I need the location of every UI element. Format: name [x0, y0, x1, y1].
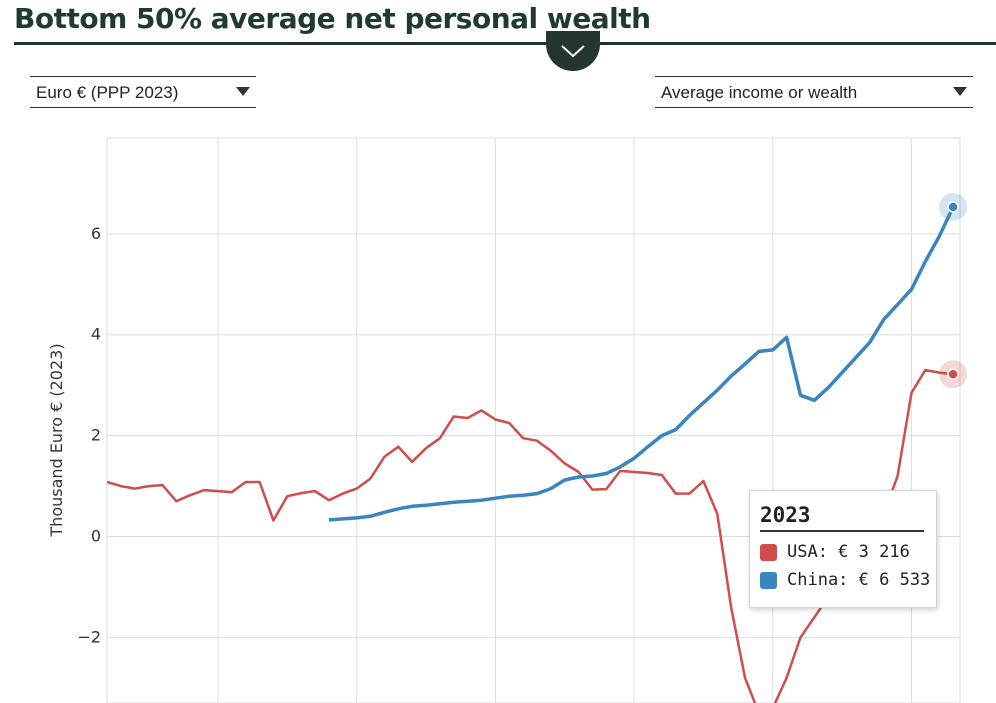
tooltip-year: 2023	[760, 503, 811, 527]
title-divider	[14, 42, 996, 45]
y-tick-label: −2	[77, 627, 101, 646]
y-tick-label: 2	[91, 426, 101, 445]
y-tick-label: 4	[91, 325, 101, 344]
chevron-down-icon	[561, 45, 585, 58]
chart-title: Bottom 50% average net personal wealth	[14, 2, 651, 35]
y-axis-ticks: −2 0 2 4 6	[77, 224, 101, 647]
end-marker-usa[interactable]	[947, 368, 959, 381]
caret-down-icon	[953, 87, 967, 96]
chart-grid	[106, 137, 961, 703]
y-axis-label: Thousand Euro € (2023)	[47, 343, 66, 537]
tooltip-divider	[760, 530, 924, 532]
y-tick-label: 6	[91, 224, 101, 243]
metric-select[interactable]: Average income or wealth	[655, 76, 973, 108]
y-tick-label: 0	[91, 527, 101, 546]
tooltip-usa-value: USA: € 3 216	[787, 542, 910, 562]
series-layer	[107, 206, 955, 703]
plot-frame	[106, 137, 961, 703]
series-line-china	[328, 206, 955, 522]
series-line-usa	[107, 368, 954, 703]
china-swatch	[760, 572, 777, 589]
end-marker-china[interactable]	[947, 201, 959, 213]
series-end-markers[interactable]	[939, 192, 968, 389]
currency-select[interactable]: Euro € (PPP 2023)	[30, 76, 256, 108]
metric-select-value: Average income or wealth	[661, 83, 858, 102]
caret-down-icon	[236, 87, 250, 96]
tooltip-china-value: China: € 6 533	[787, 570, 931, 590]
currency-select-value: Euro € (PPP 2023)	[36, 83, 179, 102]
data-tooltip: 2023 USA: € 3 216 China: € 6 533	[749, 490, 937, 608]
usa-swatch	[760, 544, 777, 561]
